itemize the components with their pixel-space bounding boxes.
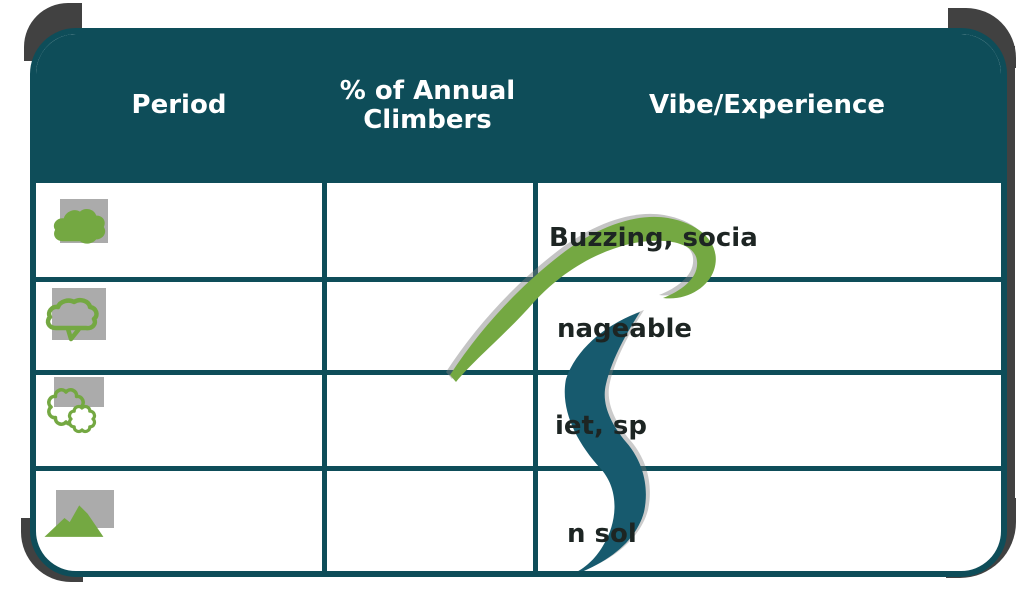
table-cell-vibe-row4	[533, 466, 1001, 571]
column-header-label: Vibe/Experience	[648, 90, 886, 121]
column-header-label: % of Annual Climbers	[339, 75, 516, 135]
speech-bubble-icon	[44, 288, 106, 344]
cloud-icon	[50, 199, 108, 247]
table-cell-pct-row2	[322, 277, 533, 370]
table-cell-period-row4	[36, 466, 322, 571]
table-cell-vibe-row1	[533, 178, 1001, 277]
mountain-icon	[40, 490, 114, 539]
column-header-period: Period	[36, 34, 322, 178]
table-cell-pct-row4	[322, 466, 533, 571]
blossoms-icon	[44, 377, 104, 439]
table-cell-period-row1	[36, 178, 322, 277]
table-cell-pct-row3	[322, 370, 533, 466]
table-cell-vibe-row3	[533, 370, 1001, 466]
table-card: Period % of Annual Climbers Vibe/Experie…	[30, 28, 1007, 577]
climbing-periods-table: Period % of Annual Climbers Vibe/Experie…	[36, 34, 1001, 571]
column-header-label: Period	[131, 90, 227, 121]
column-header-pct-annual-climbers: % of Annual Climbers	[322, 34, 533, 178]
table-cell-period-row2	[36, 277, 322, 370]
table-cell-pct-row1	[322, 178, 533, 277]
table-cell-vibe-row2	[533, 277, 1001, 370]
icon-shadow	[54, 377, 104, 407]
table-cell-period-row3	[36, 370, 322, 466]
column-header-vibe-experience: Vibe/Experience	[533, 34, 1001, 178]
card-shadow-right-edge	[1006, 46, 1015, 524]
